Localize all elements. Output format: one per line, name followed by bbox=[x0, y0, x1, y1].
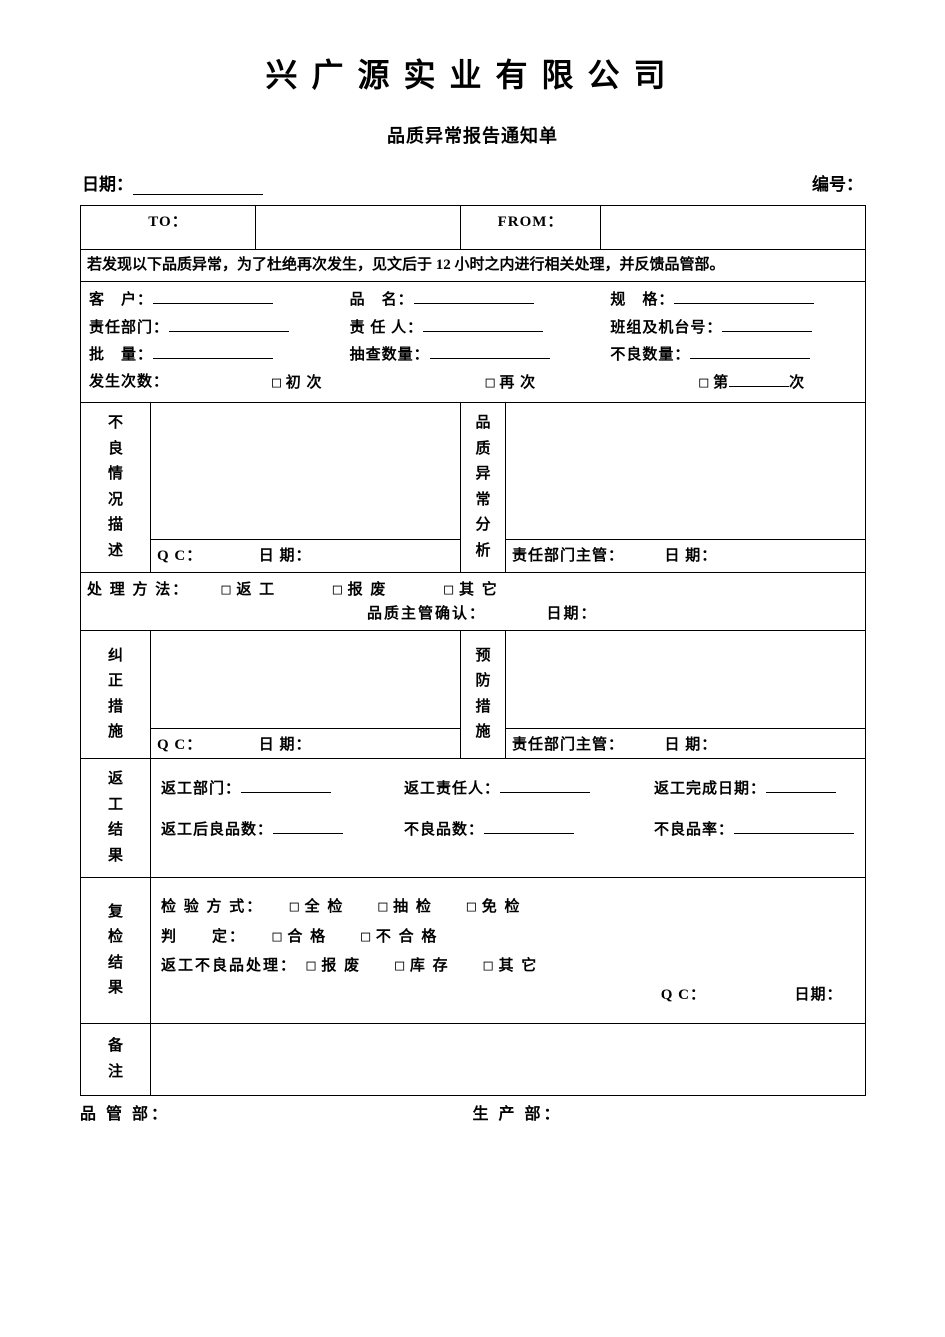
date-label: 日期： bbox=[82, 170, 133, 195]
checkbox-full[interactable]: □ bbox=[290, 897, 299, 915]
again-label: 再 次 bbox=[499, 375, 536, 391]
company-title: 兴广源实业有限公司 bbox=[80, 50, 865, 96]
from-value[interactable] bbox=[601, 206, 866, 250]
qc-dept-label: 品 管 部： bbox=[80, 1100, 473, 1124]
dept-input[interactable] bbox=[169, 316, 289, 332]
dept-mgr-sig-1: 责任部门主管： 日 期： bbox=[506, 539, 866, 573]
person-label: 责 任 人： bbox=[350, 320, 424, 336]
checkbox-pass[interactable]: □ bbox=[273, 927, 282, 945]
footer-row: 品 管 部： 生 产 部： bbox=[80, 1100, 865, 1124]
qm-date-label: 日期： bbox=[547, 606, 598, 622]
checkbox-first[interactable]: □ bbox=[272, 373, 281, 391]
checkbox-scrap2[interactable]: □ bbox=[307, 956, 316, 974]
checkbox-stock[interactable]: □ bbox=[395, 956, 404, 974]
recheck-block: 检 验 方 式： □ 全 检 □ 抽 检 □ 免 检 判 定： □ 合 格 □ … bbox=[151, 878, 866, 1024]
spec-input[interactable] bbox=[674, 288, 814, 304]
nth-label-1: 第 bbox=[713, 375, 729, 391]
rework-person-input[interactable] bbox=[500, 777, 590, 793]
checkbox-rework[interactable]: □ bbox=[222, 580, 231, 598]
team-label: 班组及机台号： bbox=[610, 320, 722, 336]
rework-block: 返工部门： 返工责任人： 返工完成日期： 返工后良品数： 不良品数： 不良品率： bbox=[151, 759, 866, 878]
process-label: 处 理 方 法： bbox=[87, 582, 182, 598]
checkbox-other[interactable]: □ bbox=[444, 580, 453, 598]
good-after-input[interactable] bbox=[273, 818, 343, 834]
spec-label: 规 格： bbox=[610, 292, 674, 308]
to-label: TO： bbox=[81, 206, 256, 250]
checkbox-skip[interactable]: □ bbox=[467, 897, 476, 915]
defect-label: 不良数量： bbox=[610, 347, 690, 363]
defect-input[interactable] bbox=[690, 343, 810, 359]
remark-label: 备注 bbox=[81, 1024, 151, 1096]
checkbox-again[interactable]: □ bbox=[486, 373, 495, 391]
rework-done-input[interactable] bbox=[766, 777, 836, 793]
customer-label: 客 户： bbox=[89, 292, 153, 308]
bad-rate-input[interactable] bbox=[734, 818, 854, 834]
rework-dept-input[interactable] bbox=[241, 777, 331, 793]
info-block: 客 户： 品 名： 规 格： 责任部门： 责 任 人： 班组及机台号： 批 量：… bbox=[81, 282, 866, 403]
qc-sig-2: Q C： 日 期： bbox=[151, 729, 461, 759]
product-label: 品 名： bbox=[350, 292, 414, 308]
number-label: 编号： bbox=[812, 170, 863, 195]
sample-label: 抽查数量： bbox=[350, 347, 430, 363]
nth-input[interactable] bbox=[729, 371, 789, 387]
instruction-text: 若发现以下品质异常，为了杜绝再次发生，见文后于 12 小时之内进行相关处理，并反… bbox=[81, 250, 866, 282]
analysis-label: 品质异常分析 bbox=[461, 403, 506, 573]
prod-dept-label: 生 产 部： bbox=[473, 1100, 563, 1124]
qc-sig-1: Q C： 日 期： bbox=[151, 539, 461, 573]
top-meta-row: 日期： 编号： bbox=[80, 170, 865, 195]
checkbox-scrap[interactable]: □ bbox=[333, 580, 342, 598]
analysis-area[interactable] bbox=[506, 403, 866, 539]
process-row: 处 理 方 法： □ 返 工 □ 报 废 □ 其 它 品质主管确认： 日期： bbox=[81, 573, 866, 631]
batch-input[interactable] bbox=[153, 343, 273, 359]
correct-area[interactable] bbox=[151, 631, 461, 729]
date-input-line[interactable] bbox=[133, 177, 263, 195]
occur-label: 发生次数： bbox=[89, 374, 169, 390]
main-form-table: TO： FROM： 若发现以下品质异常，为了杜绝再次发生，见文后于 12 小时之… bbox=[80, 205, 866, 1096]
remark-area[interactable] bbox=[151, 1024, 866, 1096]
dept-label: 责任部门： bbox=[89, 320, 169, 336]
nth-label-2: 次 bbox=[789, 375, 805, 391]
dept-mgr-sig-2: 责任部门主管： 日 期： bbox=[506, 729, 866, 759]
team-input[interactable] bbox=[722, 316, 812, 332]
checkbox-spot[interactable]: □ bbox=[378, 897, 387, 915]
from-label: FROM： bbox=[461, 206, 601, 250]
checkbox-nth[interactable]: □ bbox=[699, 373, 708, 391]
bad-after-input[interactable] bbox=[484, 818, 574, 834]
product-input[interactable] bbox=[414, 288, 534, 304]
checkbox-other2[interactable]: □ bbox=[484, 956, 493, 974]
batch-label: 批 量： bbox=[89, 347, 153, 363]
checkbox-fail[interactable]: □ bbox=[361, 927, 370, 945]
correct-label: 纠正措施 bbox=[81, 631, 151, 759]
prevent-area[interactable] bbox=[506, 631, 866, 729]
customer-input[interactable] bbox=[153, 288, 273, 304]
qm-confirm-label: 品质主管确认： bbox=[367, 606, 479, 622]
defect-desc-label: 不良情况描述 bbox=[81, 403, 151, 573]
first-label: 初 次 bbox=[286, 375, 323, 391]
sample-input[interactable] bbox=[430, 343, 550, 359]
form-title: 品质异常报告通知单 bbox=[80, 122, 865, 148]
prevent-label: 预防措施 bbox=[461, 631, 506, 759]
to-value[interactable] bbox=[256, 206, 461, 250]
defect-desc-area[interactable] bbox=[151, 403, 461, 539]
recheck-label: 复检结果 bbox=[81, 878, 151, 1024]
person-input[interactable] bbox=[423, 316, 543, 332]
rework-result-label: 返工结果 bbox=[81, 759, 151, 878]
